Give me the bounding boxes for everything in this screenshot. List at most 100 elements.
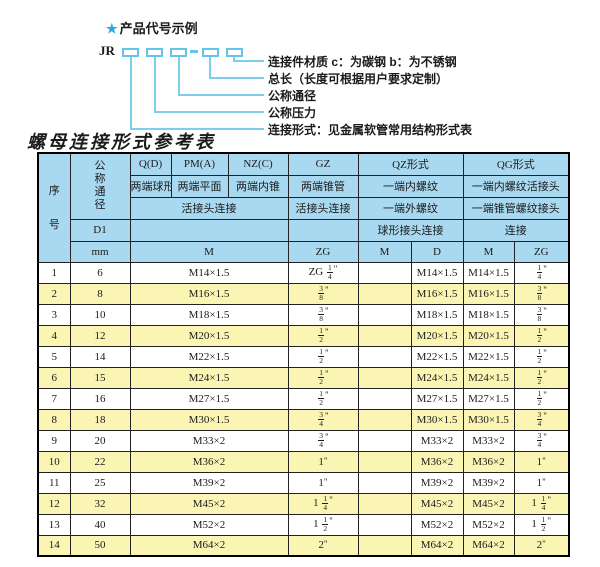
cell-qz-d: M18×1.5 [410,303,464,326]
cell-gz-zg: 1 1 4 " [287,492,359,515]
cell-qz-d: M33×2 [410,429,464,452]
header-serial: 序号 [37,152,71,263]
cell-qg-zg: 1 2 " [513,366,570,389]
cell-serial: 8 [37,408,71,431]
connector-line [154,111,264,113]
header-row-units: mm M ZG M D M ZG [38,240,570,263]
cell-qg-m: M27×1.5 [462,387,515,410]
cell-m: M36×2 [129,450,289,473]
cell-serial: 2 [37,282,71,305]
header-unit-qg-zg: ZG [513,240,570,263]
cell-qg-zg: 2" [513,534,570,557]
product-code-prefix: JR [99,43,115,58]
cell-qz-m [357,450,412,473]
cell-qz-d: M30×1.5 [410,408,464,431]
cell-serial: 14 [37,534,71,557]
cell-gz-zg: 1 2 " [287,387,359,410]
table-row: 4 12 M20×1.5 1 2 " M20×1.5 M20×1.5 1 2 " [37,324,570,347]
cell-qg-zg: 1 4 " [513,261,570,284]
cell-dn: 14 [69,345,131,368]
connector-line [154,57,156,112]
cell-qg-m: M45×2 [462,492,515,515]
header-unit-qz-d: D [410,240,464,263]
cell-qz-d: M22×1.5 [410,345,464,368]
cell-gz-zg: 3 4 " [287,408,359,431]
cell-qz-d: M14×1.5 [410,261,464,284]
cell-serial: 9 [37,429,71,452]
cell-serial: 1 [37,261,71,284]
code-label-diameter: 公称通径 [268,89,317,103]
cell-dn: 25 [69,471,131,494]
cell-serial: 4 [37,324,71,347]
cell-qz-d: M39×2 [410,471,464,494]
cell-serial: 5 [37,345,71,368]
table-row: 8 18 M30×1.5 3 4 " M30×1.5 M30×1.5 3 4 " [37,408,570,431]
cell-serial: 13 [37,513,71,536]
cell-dn: 20 [69,429,131,452]
cell-qz-m [357,492,412,515]
table-row: 11 25 M39×2 1" M39×2 M39×2 1" [37,471,570,494]
cell-m: M30×1.5 [129,408,289,431]
header-joint-qz: 一端外螺纹 [357,196,464,220]
table-row: 2 8 M16×1.5 3 8 " M16×1.5 M16×1.5 3 8 " [37,282,570,305]
cell-qg-zg: 3 4 " [513,408,570,431]
code-box-2 [146,48,163,57]
cell-qg-zg: 1" [513,471,570,494]
connector-line [130,57,132,129]
cell-dn: 6 [69,261,131,284]
cell-dn: 10 [69,303,131,326]
cell-qg-zg: 3 8 " [513,282,570,305]
header-dn-text: 公称通径 [94,160,106,212]
cell-qz-d: M36×2 [410,450,464,473]
reference-table: 序号 公称通径 Q(D) PM(A) NZ(C) GZ QZ形式 QG形式 两端… [37,152,571,557]
cell-qg-zg: 3 4 " [513,429,570,452]
header-joint-gz: 活接头连接 [287,196,359,220]
table-row: 3 10 M18×1.5 3 8 " M18×1.5 M18×1.5 3 8 " [37,303,570,326]
cell-qg-zg: 1 2 " [513,324,570,347]
cell-serial: 11 [37,471,71,494]
cell-gz-zg: 1 1 2 " [287,513,359,536]
cell-qg-zg: 1 2 " [513,387,570,410]
cell-serial: 12 [37,492,71,515]
cell-dn: 32 [69,492,131,515]
cell-qz-m [357,387,412,410]
cell-qg-m: M36×2 [462,450,515,473]
table-row: 5 14 M22×1.5 1 2 " M22×1.5 M22×1.5 1 2 " [37,345,570,368]
cell-m: M33×2 [129,429,289,452]
cell-qg-m: M30×1.5 [462,408,515,431]
cell-qg-m: M22×1.5 [462,345,515,368]
header-dn: 公称通径 [69,152,131,220]
header-joint-left: 活接头连接 [129,196,289,220]
cell-qg-m: M39×2 [462,471,515,494]
header-row-codes: 序号 公称通径 Q(D) PM(A) NZ(C) GZ QZ形式 QG形式 [37,152,570,263]
header-unit-m: M [129,240,289,263]
cell-qz-d: M20×1.5 [410,324,464,347]
table-row: 14 50 M64×2 2" M64×2 M64×2 2" [37,534,570,557]
cell-gz-zg: 1 2 " [287,366,359,389]
cell-qz-m [357,282,412,305]
connector-line [178,57,180,95]
header-code-pma: PM(A) [170,152,229,176]
cell-serial: 6 [37,366,71,389]
code-box-3 [170,48,187,57]
header-code-qz: QZ形式 [357,152,464,176]
cell-dn: 8 [69,282,131,305]
cell-gz-zg: 3 8 " [287,303,359,326]
connector-line [233,60,264,62]
product-code-heading-text: 产品代号示例 [119,21,198,36]
cell-qz-m [357,261,412,284]
cell-qg-m: M14×1.5 [462,261,515,284]
table-title: 螺母连接形式参考表 [27,132,216,152]
header-joint-qg: 一端锥管螺纹接头 [462,196,570,220]
cell-qz-m [357,408,412,431]
header-connect-qg: 连接 [462,218,570,242]
cell-m: M14×1.5 [129,261,289,284]
cell-serial: 7 [37,387,71,410]
header-desc-qd: 两端球形 [129,174,172,198]
connector-line [209,57,211,78]
header-unit-qz-m: M [357,240,412,263]
cell-qz-m [357,429,412,452]
cell-qg-m: M24×1.5 [462,366,515,389]
cell-qg-zg: 1 1 4 " [513,492,570,515]
